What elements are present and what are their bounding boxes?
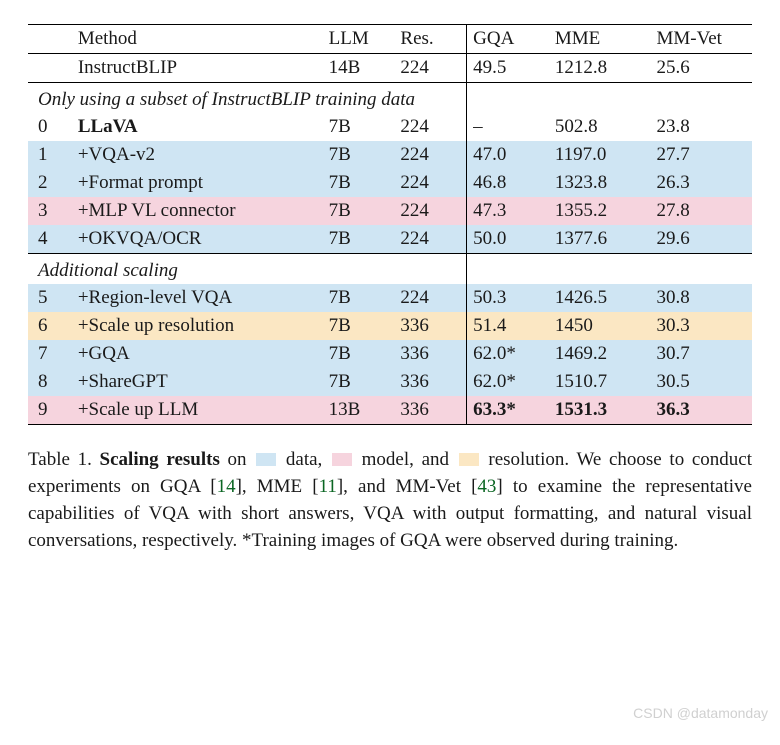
ref-link[interactable]: 11 [319,476,337,497]
watermark: CSDN @datamonday [633,705,768,721]
table-row: 6 +Scale up resolution 7B 336 51.4 1450 … [28,312,752,340]
section-header: Additional scaling [28,254,752,285]
col-idx [28,25,72,54]
cell-res: 224 [394,54,466,83]
table-row: 2 +Format prompt 7B 224 46.8 1323.8 26.3 [28,169,752,197]
caption-title: Scaling results [100,449,220,470]
cell-gqa: 49.5 [467,54,549,83]
table-row: 4 +OKVQA/OCR 7B 224 50.0 1377.6 29.6 [28,225,752,254]
table-row: 8 +ShareGPT 7B 336 62.0* 1510.7 30.5 [28,368,752,396]
col-mmvet: MM-Vet [650,25,752,54]
table-row: 0 LLaVA 7B 224 – 502.8 23.8 [28,113,752,141]
legend-swatch-resolution [459,453,479,466]
legend-swatch-model [332,453,352,466]
ref-link[interactable]: 14 [217,476,236,497]
col-mme: MME [549,25,651,54]
col-gqa: GQA [467,25,549,54]
col-method: Method [72,25,323,54]
table-row: 3 +MLP VL connector 7B 224 47.3 1355.2 2… [28,197,752,225]
table-row: 5 +Region-level VQA 7B 224 50.3 1426.5 3… [28,284,752,312]
col-res: Res. [394,25,466,54]
cell-llm: 14B [323,54,395,83]
scaling-results-table: Method LLM Res. GQA MME MM-Vet InstructB… [28,24,752,425]
table-caption: Table 1. Scaling results on data, model,… [28,447,752,555]
cell-method: InstructBLIP [72,54,323,83]
table-row: InstructBLIP 14B 224 49.5 1212.8 25.6 [28,54,752,83]
cell-mme: 1212.8 [549,54,651,83]
table-row: 9 +Scale up LLM 13B 336 63.3* 1531.3 36.… [28,396,752,425]
table-row: 7 +GQA 7B 336 62.0* 1469.2 30.7 [28,340,752,368]
ref-link[interactable]: 43 [477,476,496,497]
caption-label: Table 1. [28,449,92,470]
table-row: 1 +VQA-v2 7B 224 47.0 1197.0 27.7 [28,141,752,169]
cell-mmvet: 25.6 [650,54,752,83]
legend-swatch-data [256,453,276,466]
section-header: Only using a subset of InstructBLIP trai… [28,83,752,114]
col-llm: LLM [323,25,395,54]
